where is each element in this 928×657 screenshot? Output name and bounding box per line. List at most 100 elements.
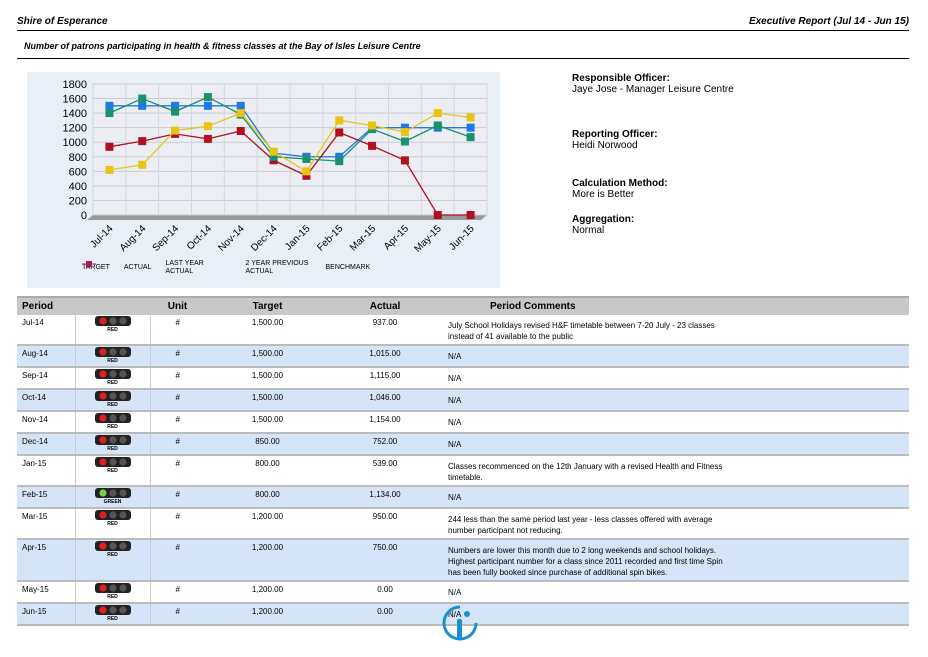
target: 1,200.00: [205, 508, 330, 540]
info-label: Aggregation:: [572, 214, 635, 225]
unit: #: [150, 411, 205, 434]
traffic-light: [94, 369, 131, 379]
marker: [433, 109, 442, 118]
lamp: [108, 392, 117, 400]
lamp: [118, 584, 127, 592]
org-name: Shire of Esperance: [17, 16, 108, 27]
unit: #: [150, 433, 205, 456]
status-label: RED: [107, 521, 118, 527]
lamp: [118, 511, 127, 519]
marker: [368, 121, 377, 130]
legend-label: 2 YEAR PREVIOUS ACTUAL: [245, 260, 309, 275]
period: Aug-14: [17, 345, 75, 368]
actual: 1,115.00: [330, 367, 440, 390]
marker: [236, 109, 245, 118]
row: Jul-14 RED #1,500.00 937.00 July School Holi…: [17, 315, 909, 346]
marker: [171, 126, 180, 135]
marker: [203, 101, 212, 110]
traffic-light: [94, 488, 131, 498]
header-row: Period Unit Target Actual Period Comments: [17, 296, 909, 315]
marker: [466, 133, 475, 142]
comment-cell: N/A: [440, 389, 909, 412]
status-light: RED: [74, 389, 151, 412]
actual: 539.00: [330, 455, 440, 487]
x-tick-label: Jul-14: [88, 223, 115, 250]
legend-label: ACTUAL: [123, 264, 152, 271]
lamp: [108, 317, 117, 325]
lamp: [118, 348, 127, 356]
marker: [302, 171, 311, 180]
comment-cell: 244 less than the same period last year …: [440, 508, 909, 540]
target: 1,500.00: [205, 389, 330, 412]
marker: [203, 134, 212, 143]
lamp: [98, 348, 107, 356]
legend-marker: [86, 261, 92, 267]
unit: #: [150, 581, 205, 604]
info-block: Responsible Officer: Jaye Jose - Manager …: [572, 73, 734, 95]
row: Dec-14 RED #850.00 752.00 N/A: [17, 433, 909, 456]
info-block: Reporting Officer: Heidi Norwood: [572, 129, 734, 151]
x-tick-label: Dec-14: [249, 223, 280, 254]
status-label: RED: [107, 446, 118, 452]
lamp: [118, 370, 127, 378]
comment: Numbers are lower this month due to 2 lo…: [448, 546, 723, 577]
marker: [138, 160, 147, 169]
legend-item: 2 YEAR PREVIOUS ACTUAL: [82, 260, 312, 276]
traffic-light: [94, 391, 131, 401]
status-label: RED: [107, 552, 118, 558]
period: Mar-15: [17, 508, 75, 540]
lamp: [98, 370, 107, 378]
row: Feb-15 GREEN #800.00 1,134.00 N/A: [17, 486, 909, 509]
comment-cell: N/A: [440, 486, 909, 509]
status-label: RED: [107, 594, 118, 600]
comment: N/A: [448, 493, 462, 502]
series-line: [109, 96, 471, 162]
status-light: RED: [74, 345, 151, 368]
y-tick-label: 200: [69, 195, 87, 207]
marker: [236, 101, 245, 110]
x-tick-label: Feb-15: [315, 223, 345, 253]
period: Dec-14: [17, 433, 75, 456]
legend-label: BENCHMARK: [325, 264, 371, 271]
period: Sep-14: [17, 367, 75, 390]
lamp: [118, 606, 127, 614]
lamp: [108, 436, 117, 444]
lamp: [118, 392, 127, 400]
y-tick-label: 400: [69, 181, 87, 193]
y-tick-label: 1400: [63, 108, 87, 120]
info-value: Normal: [572, 225, 605, 236]
status-light: RED: [74, 508, 151, 540]
x-tick-label: Nov-14: [216, 223, 247, 254]
period: Apr-15: [17, 539, 75, 582]
target: 800.00: [205, 486, 330, 509]
target: 1,200.00: [205, 581, 330, 604]
lamp: [108, 542, 117, 550]
marker: [335, 128, 344, 137]
traffic-light: [94, 583, 131, 593]
comment-cell: N/A: [440, 433, 909, 456]
period: Oct-14: [17, 389, 75, 412]
comment-cell: N/A: [440, 411, 909, 434]
actual: 950.00: [330, 508, 440, 540]
lamp: [118, 458, 127, 466]
lamp: [108, 489, 117, 497]
status-label: RED: [107, 358, 118, 364]
row: Mar-15 RED #1,200.00 950.00 244 less than th…: [17, 508, 909, 540]
comment: N/A: [448, 588, 462, 597]
subtitle: Number of patrons participating in healt…: [24, 41, 421, 51]
info-block: Calculation Method: More is Better: [572, 178, 734, 200]
lamp: [118, 317, 127, 325]
lamp: [108, 370, 117, 378]
th: [75, 296, 150, 315]
comment-cell: N/A: [440, 345, 909, 368]
info-label: Reporting Officer:: [572, 129, 658, 140]
comment-cell: N/A: [440, 581, 909, 604]
status-label: RED: [107, 402, 118, 408]
period: Feb-15: [17, 486, 75, 509]
x-tick-label: Sep-14: [151, 223, 182, 254]
row: Apr-15 RED #1,200.00 750.00 Numbers are lowe…: [17, 539, 909, 582]
traffic-light: [94, 541, 131, 551]
actual: 937.00: [330, 315, 440, 346]
traffic-light: [94, 510, 131, 520]
